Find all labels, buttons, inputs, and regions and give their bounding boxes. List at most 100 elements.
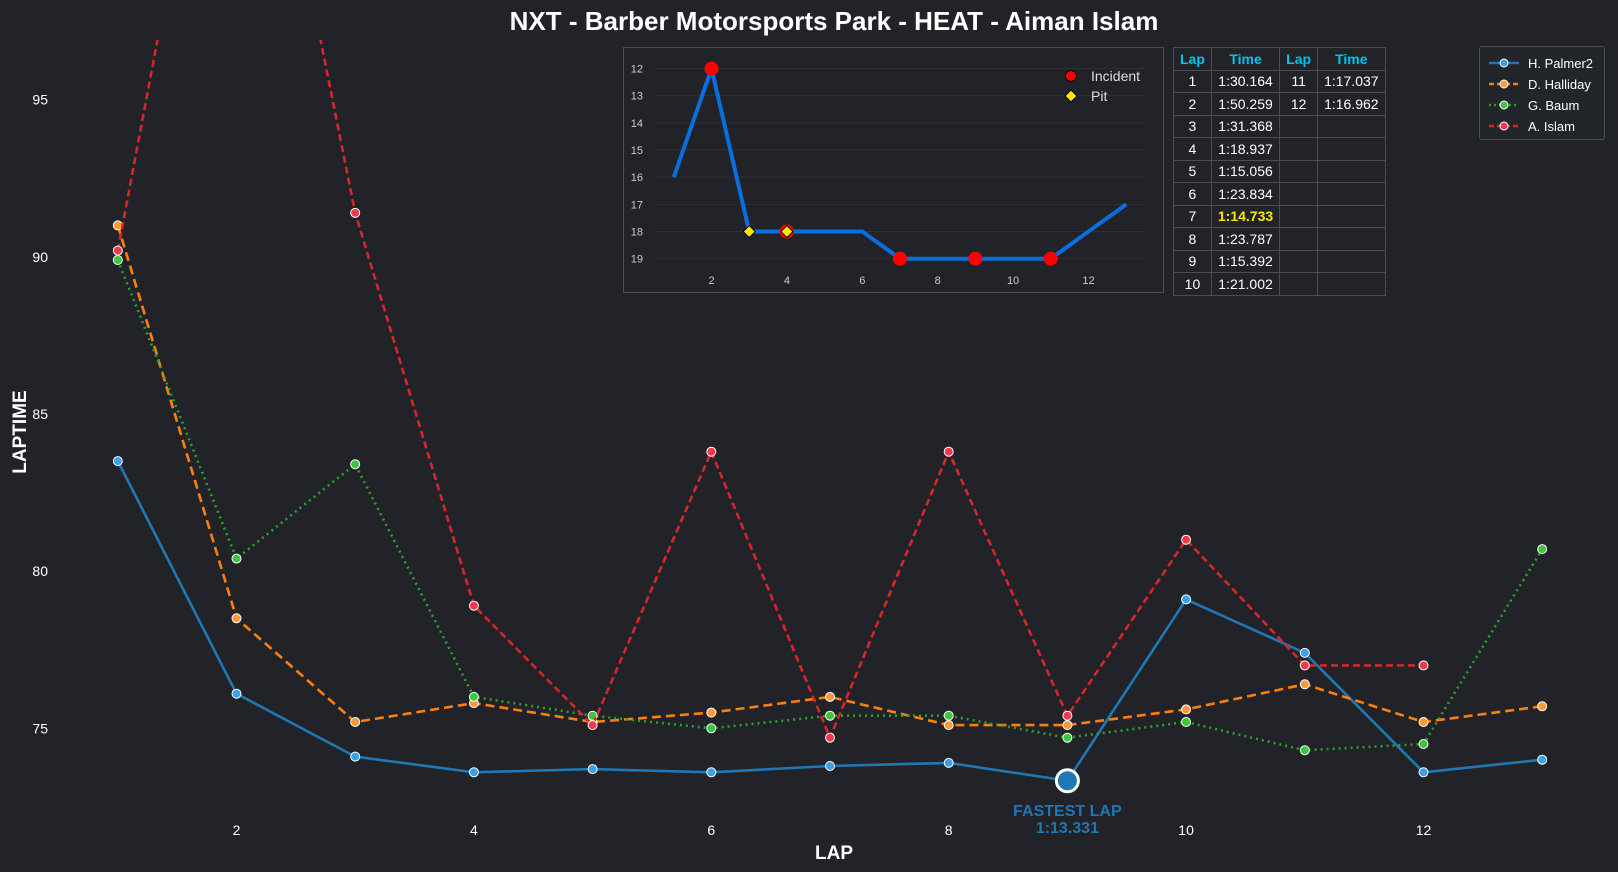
series-g-baum-point <box>1418 739 1429 749</box>
fastest-lap-marker <box>1054 768 1080 794</box>
inset-x-tick-label: 4 <box>784 275 790 287</box>
y-tick-label: 80 <box>32 563 48 579</box>
series-a-islam-point <box>587 720 598 731</box>
incident-marker <box>893 251 907 266</box>
series-a-islam-line <box>116 40 1424 740</box>
series-g-baum-point <box>468 691 479 702</box>
lap-time-cell <box>1317 137 1386 161</box>
pit-marker <box>780 224 794 239</box>
inset-x-tick-label: 10 <box>1007 275 1019 287</box>
inset-y-tick-label: 15 <box>631 145 643 157</box>
lap-number-cell <box>1279 249 1319 273</box>
lap-table-row: 1 1:30.164 11 1:17.037 <box>1173 69 1386 93</box>
series-d-halliday-point <box>706 707 717 718</box>
lap-number-cell: 11 <box>1279 69 1319 93</box>
incident-legend-icon <box>1065 70 1077 82</box>
series-a-islam-point <box>825 732 835 743</box>
inset-x-tick-label: 2 <box>708 275 714 287</box>
lap-number-cell <box>1279 137 1319 161</box>
lap-table-row: 9 1:15.392 <box>1173 249 1386 273</box>
series-h-palmer2-point <box>468 767 479 778</box>
lap-time-cell: 1:15.056 <box>1210 159 1281 183</box>
lap-table-row: 3 1:31.368 <box>1173 114 1386 138</box>
lap-time-cell: 1:21.002 <box>1210 272 1281 296</box>
lap-table-row: 10 1:21.002 <box>1173 272 1386 296</box>
series-g-baum-point <box>1537 544 1548 555</box>
lap-table-row: 4 1:18.937 <box>1173 137 1386 161</box>
series-g-baum-point <box>1181 717 1192 727</box>
lap-number-cell: 6 <box>1173 182 1212 206</box>
lap-table-row: 2 1:50.259 12 1:16.962 <box>1173 92 1386 116</box>
inset-x-tick-label: 8 <box>935 275 941 287</box>
series-a-islam-point <box>943 446 954 457</box>
y-tick-label: 85 <box>32 406 48 422</box>
inset-y-tick-label: 12 <box>631 64 643 76</box>
series-d-halliday-point <box>825 691 835 702</box>
legend-label: A. Islam <box>1528 118 1575 134</box>
lap-number-cell: 2 <box>1173 92 1212 116</box>
series-h-palmer2-point <box>706 767 717 778</box>
inset-x-tick-label: 6 <box>859 275 865 287</box>
series-a-islam-point <box>112 245 123 256</box>
incident-marker <box>704 61 719 76</box>
series-d-halliday-point <box>350 717 361 727</box>
x-tick-label: 8 <box>945 822 953 838</box>
pit-legend-label: Pit <box>1091 88 1107 104</box>
series-g-baum-point <box>112 255 123 265</box>
inset-y-tick-label: 18 <box>631 227 643 239</box>
lap-number-cell <box>1279 204 1319 228</box>
lap-time-cell <box>1317 159 1386 183</box>
chart-title: NXT - Barber Motorsports Park - HEAT - A… <box>510 6 1159 36</box>
series-d-halliday-point <box>1418 717 1429 727</box>
main-series <box>112 40 1548 786</box>
lap-table-header: Lap <box>1173 47 1212 71</box>
lap-time-cell <box>1317 249 1386 273</box>
series-h-palmer2-point <box>943 757 954 768</box>
legend-item-d-halliday: D. Halliday <box>1488 74 1591 94</box>
lap-number-cell <box>1279 159 1319 183</box>
legend-item-h-palmer2: H. Palmer2 <box>1488 53 1593 73</box>
legend-swatch <box>1489 79 1519 89</box>
y-tick-label: 95 <box>32 92 48 108</box>
pit-legend-icon <box>1064 89 1078 103</box>
legend-label: G. Baum <box>1528 97 1580 113</box>
legend-swatch <box>1489 100 1519 110</box>
lap-number-cell: 3 <box>1173 114 1212 138</box>
lap-table-row: 8 1:23.787 <box>1173 227 1386 251</box>
inset-y-tick-label: 13 <box>631 91 643 103</box>
lap-number-cell: 5 <box>1173 159 1212 183</box>
incident-legend-label: Incident <box>1091 68 1140 84</box>
incident-marker <box>968 251 983 266</box>
x-axis-label: LAP <box>815 843 853 864</box>
position-inset-chart: 12 13 14 15 16 17 18 19 2 4 6 8 10 12 Incident Pit <box>623 47 1164 293</box>
lap-table-row: 6 1:23.834 <box>1173 182 1386 206</box>
series-h-palmer2-point <box>825 761 835 771</box>
series-g-baum-point <box>1299 745 1310 756</box>
lap-table-header: Lap <box>1279 47 1319 71</box>
lap-time-cell <box>1317 204 1386 228</box>
legend: H. Palmer2 D. Halliday G. Baum A. Islam <box>1479 46 1605 140</box>
legend-swatch <box>1489 121 1519 131</box>
series-d-halliday-point <box>231 613 242 624</box>
lap-number-cell: 9 <box>1173 249 1212 273</box>
series-a-islam-point <box>1181 534 1192 545</box>
x-tick-label: 2 <box>233 822 241 838</box>
series-h-palmer2-point <box>587 764 598 775</box>
series-d-halliday-point <box>1537 701 1548 712</box>
x-tick-label: 12 <box>1416 822 1432 838</box>
lap-time-cell: 1:18.937 <box>1210 137 1281 161</box>
y-axis-label: LAPTIME <box>10 390 31 473</box>
lap-time-cell: 1:23.834 <box>1210 182 1281 206</box>
lap-number-cell: 4 <box>1173 137 1212 161</box>
series-a-islam-point <box>468 600 479 611</box>
lap-number-cell: 7 <box>1173 204 1212 228</box>
inset-x-tick-label: 12 <box>1082 275 1094 287</box>
series-d-halliday-point <box>1062 720 1073 731</box>
lap-time-cell <box>1317 114 1386 138</box>
legend-label: D. Halliday <box>1528 76 1591 92</box>
series-h-palmer2-point <box>231 688 242 699</box>
fastest-lap-time: 1:13.331 <box>1036 820 1099 837</box>
series-g-baum-point <box>706 723 717 734</box>
